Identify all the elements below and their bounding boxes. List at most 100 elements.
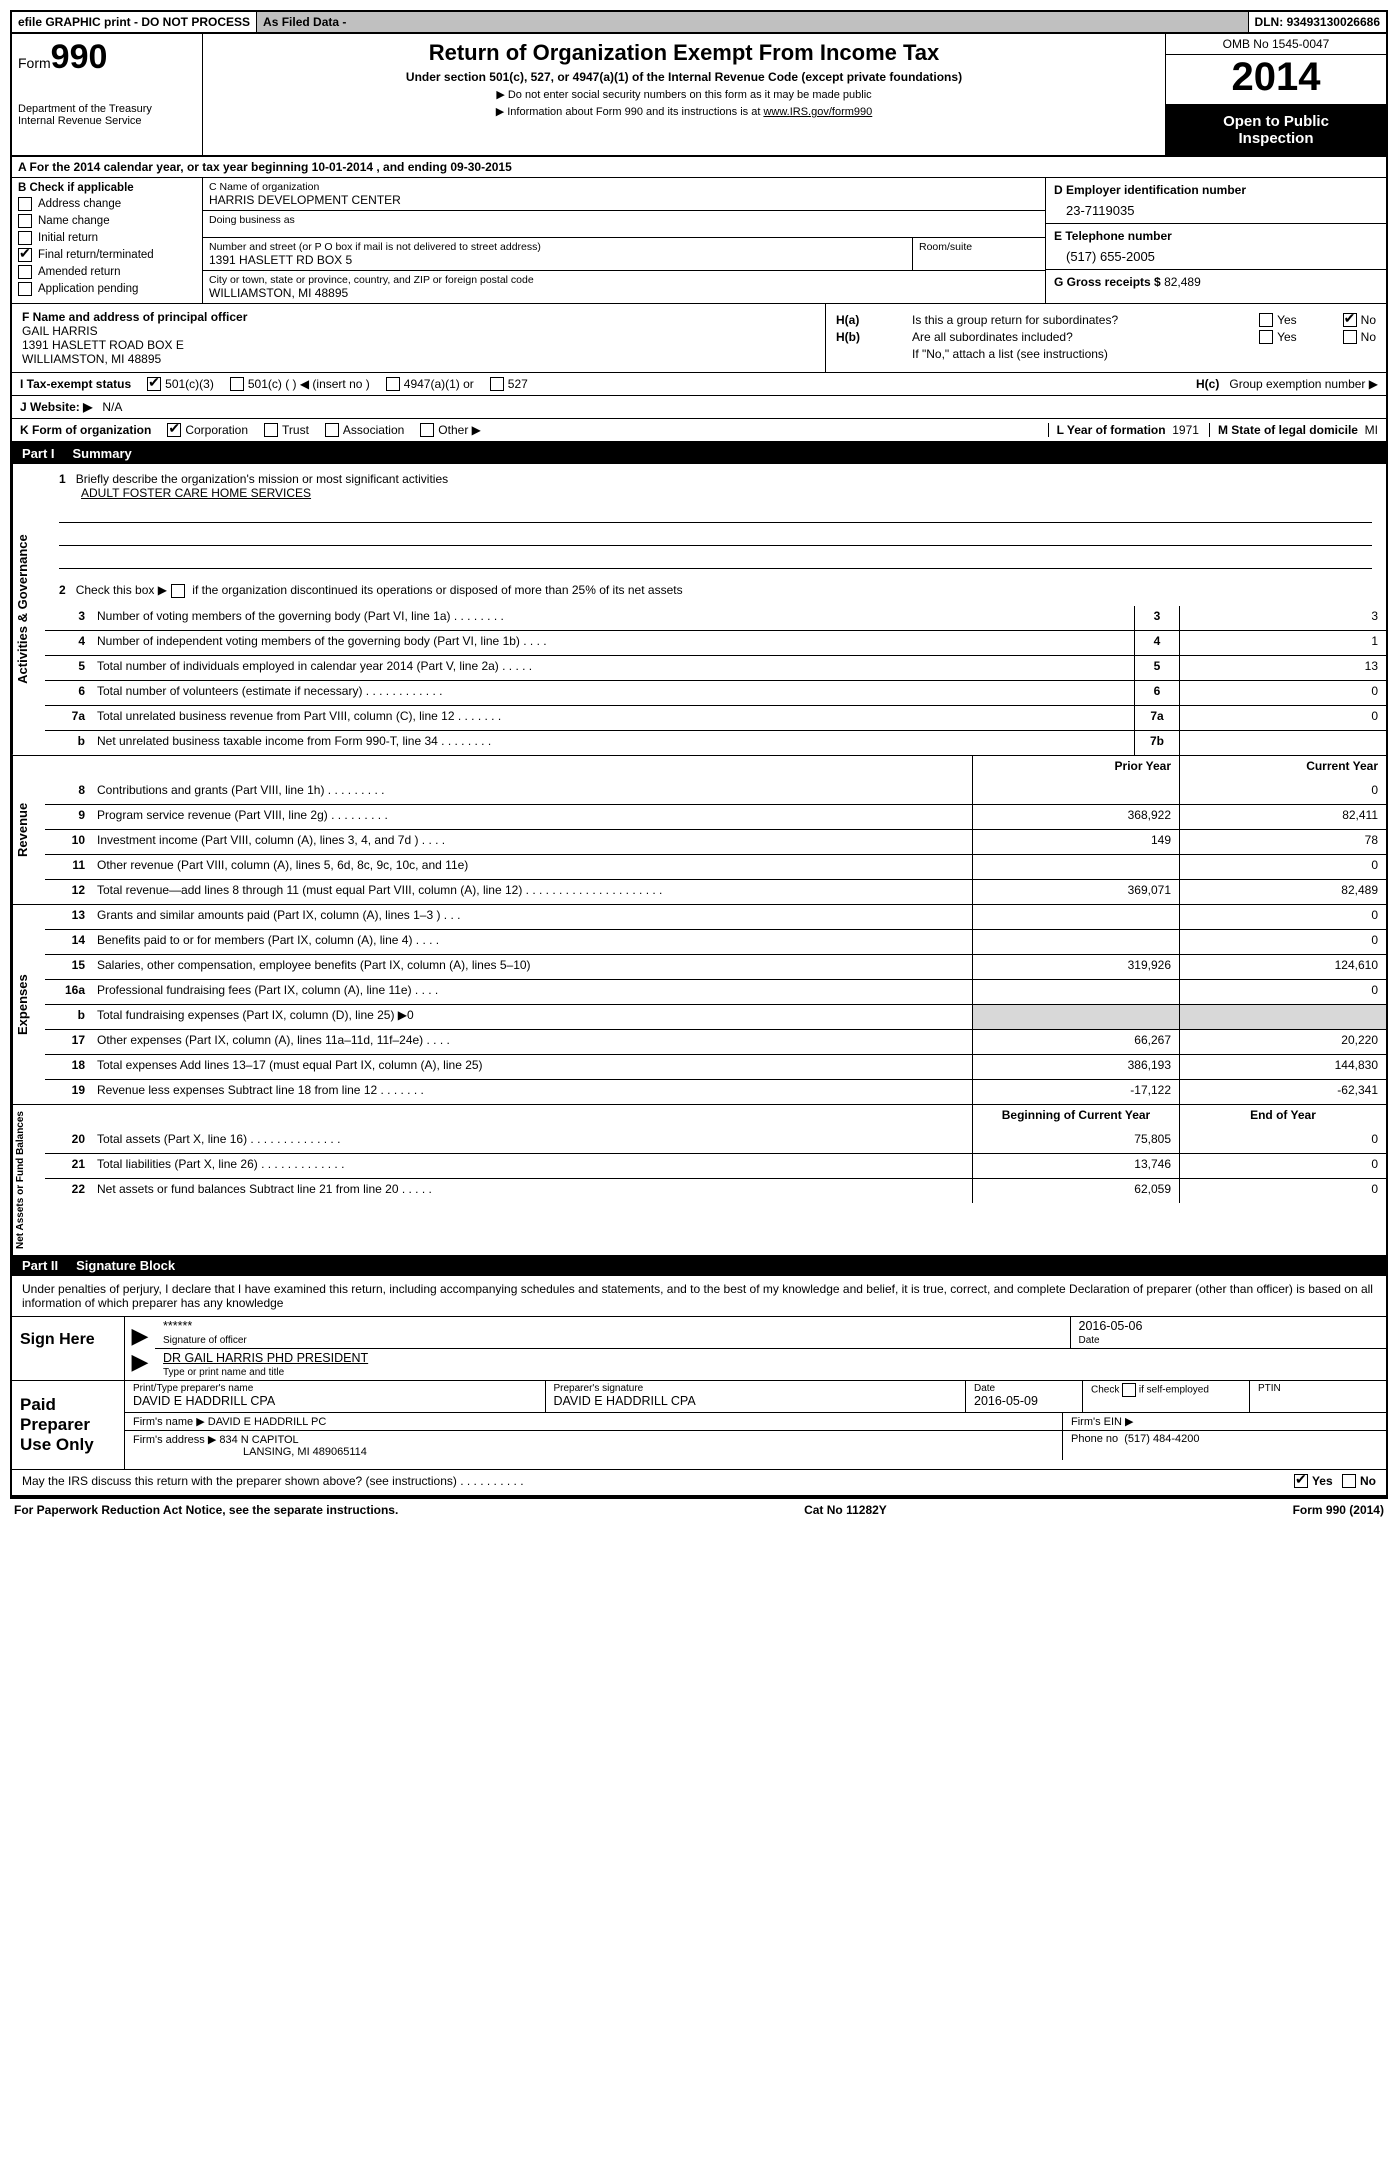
colb-label: Initial return [38, 232, 98, 244]
colb-checkbox[interactable] [18, 197, 32, 211]
line1-num: 1 [59, 472, 66, 486]
current-year-header: Current Year [1179, 756, 1386, 780]
line-num: 16a [45, 980, 91, 1004]
city-label: City or town, state or province, country… [209, 274, 1039, 286]
discuss-text: May the IRS discuss this return with the… [22, 1474, 524, 1491]
irs-link[interactable]: www.IRS.gov/form990 [763, 106, 872, 118]
line-num: 7a [45, 706, 91, 730]
hb-no-checkbox[interactable] [1343, 330, 1357, 344]
preparer-print-label: Print/Type preparer's name [133, 1383, 537, 1394]
sign-date-label: Date [1079, 1335, 1379, 1346]
officer-sig-label: Signature of officer [163, 1335, 1062, 1346]
summary-line: 18 Total expenses Add lines 13–17 (must … [45, 1054, 1386, 1079]
prior-year-value [972, 1005, 1179, 1029]
org-name-cell: C Name of organization HARRIS DEVELOPMEN… [203, 178, 1045, 211]
colb-checkbox[interactable] [18, 282, 32, 296]
line-desc: Total liabilities (Part X, line 26) . . … [91, 1154, 972, 1178]
efile-notice: efile GRAPHIC print - DO NOT PROCESS [12, 12, 257, 32]
org-name-label: C Name of organization [209, 181, 1039, 193]
prior-year-value: 66,267 [972, 1030, 1179, 1054]
line-num: 20 [45, 1129, 91, 1153]
prior-year-value: 369,071 [972, 880, 1179, 904]
527-label: 527 [508, 377, 528, 391]
discuss-yes-checkbox[interactable] [1294, 1474, 1308, 1488]
hb-yes-checkbox[interactable] [1259, 330, 1273, 344]
line-desc: Total assets (Part X, line 16) . . . . .… [91, 1129, 972, 1153]
corp-label: Corporation [185, 423, 248, 437]
trust-checkbox[interactable] [264, 423, 278, 437]
line-desc: Total number of individuals employed in … [91, 656, 1134, 680]
year-formation-label: L Year of formation [1057, 423, 1166, 437]
self-employed-checkbox[interactable] [1122, 1383, 1136, 1397]
assoc-checkbox[interactable] [325, 423, 339, 437]
governance-side-label: Activities & Governance [12, 464, 45, 755]
open-to-public: Open to Public Inspection [1166, 105, 1386, 155]
officer-addr2: WILLIAMSTON, MI 48895 [22, 352, 815, 366]
colb-label: Application pending [38, 283, 138, 295]
pycy-header-row: Prior Year Current Year [45, 756, 1386, 780]
current-year-value: 0 [1179, 1154, 1386, 1178]
line-value: 0 [1179, 681, 1386, 705]
line2-num: 2 [59, 583, 66, 598]
gross-value: 82,489 [1164, 275, 1201, 289]
open-line2: Inspection [1238, 130, 1313, 147]
discuss-no-checkbox[interactable] [1342, 1474, 1356, 1488]
colb-label: Final return/terminated [38, 249, 154, 261]
city-cell: City or town, state or province, country… [203, 271, 1045, 303]
4947-checkbox[interactable] [386, 377, 400, 391]
line-num: 10 [45, 830, 91, 854]
corp-checkbox[interactable] [167, 423, 181, 437]
summary-line: 11 Other revenue (Part VIII, column (A),… [45, 854, 1386, 879]
colb-item: Name change [18, 214, 196, 228]
colb-item: Final return/terminated [18, 248, 196, 262]
line-num: 14 [45, 930, 91, 954]
net-side-label: Net Assets or Fund Balances [12, 1105, 45, 1255]
open-line1: Open to Public [1223, 113, 1329, 130]
4947-label: 4947(a)(1) or [404, 377, 474, 391]
expenses-section: Expenses 13 Grants and similar amounts p… [12, 905, 1386, 1105]
prior-year-value: -17,122 [972, 1080, 1179, 1104]
other-checkbox[interactable] [420, 423, 434, 437]
line-box: 4 [1134, 631, 1179, 655]
form-title: Return of Organization Exempt From Incom… [213, 40, 1155, 66]
line-num: 18 [45, 1055, 91, 1079]
colb-item: Application pending [18, 282, 196, 296]
line-num: 11 [45, 855, 91, 879]
row-i-tax-status: I Tax-exempt status 501(c)(3) 501(c) ( )… [12, 373, 1386, 396]
street-cell: Number and street (or P O box if mail is… [203, 238, 1045, 271]
527-checkbox[interactable] [490, 377, 504, 391]
501c3-checkbox[interactable] [147, 377, 161, 391]
line-desc: Grants and similar amounts paid (Part IX… [91, 905, 972, 929]
colb-checkbox[interactable] [18, 214, 32, 228]
ha-yes-checkbox[interactable] [1259, 313, 1273, 327]
current-year-value: 0 [1179, 780, 1386, 804]
ha-no-checkbox[interactable] [1343, 313, 1357, 327]
summary-line: 9 Program service revenue (Part VIII, li… [45, 804, 1386, 829]
colb-checkbox[interactable] [18, 231, 32, 245]
colb-checkbox[interactable] [18, 248, 32, 262]
col-b-title: B Check if applicable [18, 182, 196, 194]
footer-right: Form 990 (2014) [1293, 1503, 1384, 1517]
discontinued-checkbox[interactable] [171, 584, 185, 598]
firm-addr1: 834 N CAPITOL [219, 1434, 298, 1446]
colb-label: Amended return [38, 266, 120, 278]
ha-label: H(a) [836, 313, 872, 327]
irs-label: Internal Revenue Service [18, 115, 196, 127]
firm-name-label: Firm's name ▶ [133, 1416, 205, 1428]
mission-text: ADULT FOSTER CARE HOME SERVICES [59, 486, 1372, 500]
boy-header: Beginning of Current Year [972, 1105, 1179, 1129]
officer-addr1: 1391 HASLETT ROAD BOX E [22, 338, 815, 352]
room-label: Room/suite [919, 241, 972, 253]
expenses-side-label: Expenses [12, 905, 45, 1104]
gross-receipts-cell: G Gross receipts $ 82,489 [1046, 270, 1386, 294]
dln: DLN: 93493130026686 [1249, 12, 1386, 32]
line-value [1179, 731, 1386, 755]
colb-checkbox[interactable] [18, 265, 32, 279]
line-desc: Other expenses (Part IX, column (A), lin… [91, 1030, 972, 1054]
prior-year-value [972, 855, 1179, 879]
501c-checkbox[interactable] [230, 377, 244, 391]
firm-phone: (517) 484-4200 [1124, 1433, 1199, 1445]
governance-section: Activities & Governance 1 Briefly descri… [12, 464, 1386, 756]
summary-line: 10 Investment income (Part VIII, column … [45, 829, 1386, 854]
summary-line: 7a Total unrelated business revenue from… [45, 705, 1386, 730]
